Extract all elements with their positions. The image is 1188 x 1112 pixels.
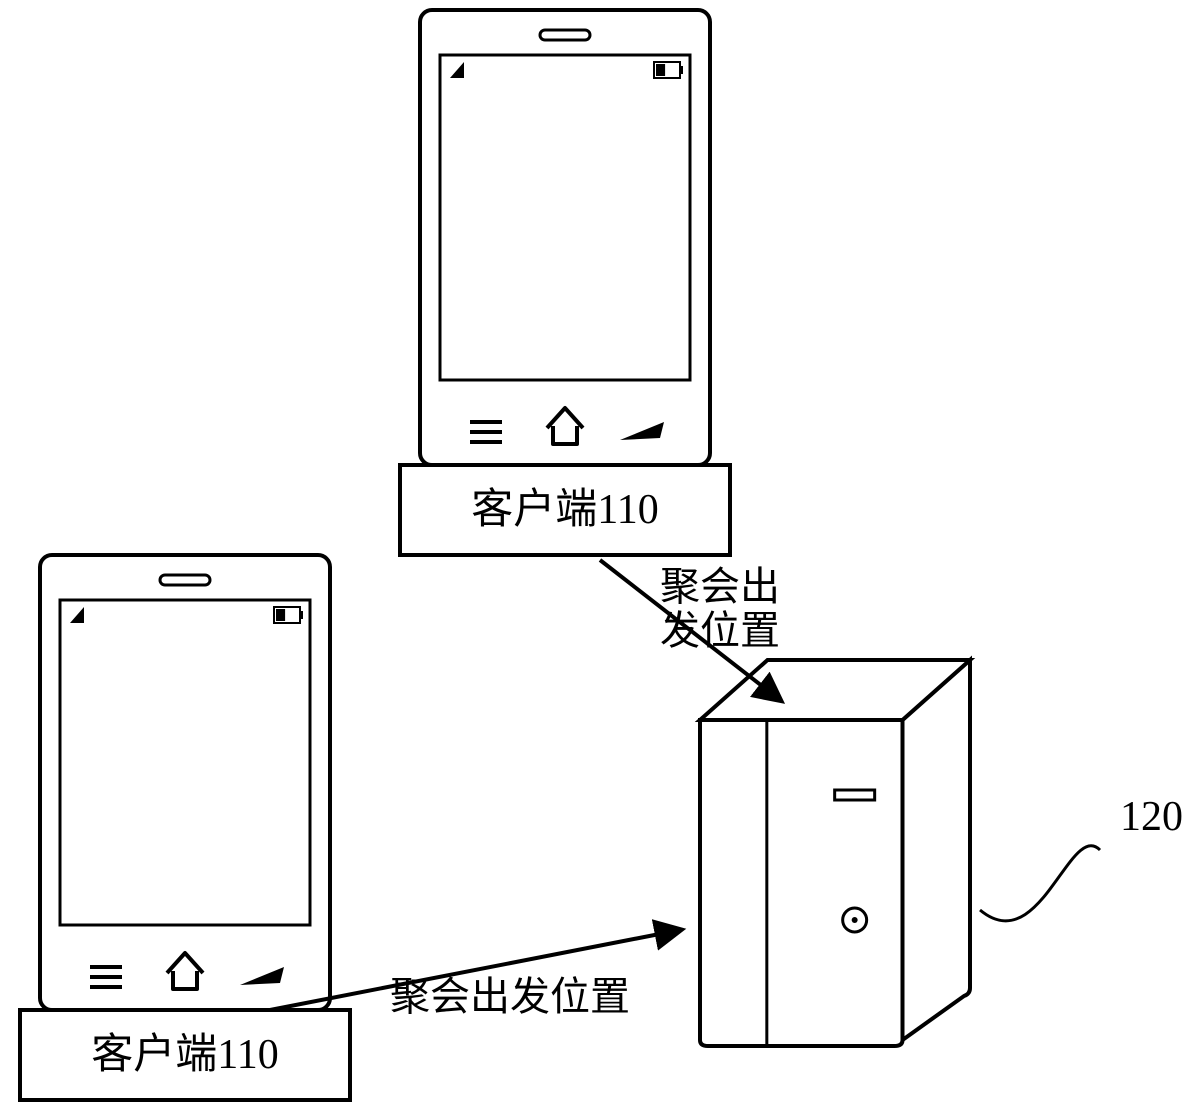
server-front <box>700 720 903 1046</box>
menu-icon <box>470 422 502 442</box>
send-icon <box>620 422 664 440</box>
battery-fill <box>276 609 285 621</box>
client-label: 客户端110 <box>471 486 658 533</box>
power-button-dot <box>852 917 858 923</box>
battery-tip <box>680 66 683 74</box>
battery-tip <box>300 611 303 619</box>
menu-icon <box>90 967 122 987</box>
signal-icon <box>70 607 84 623</box>
speaker-slot <box>160 575 210 585</box>
arrow-top: 聚会出发位置 <box>600 560 780 700</box>
arrow-label: 聚会出发位置 <box>390 974 630 1019</box>
ref-lead-line <box>980 846 1100 921</box>
phone-left <box>40 555 330 1010</box>
battery-fill <box>656 64 665 76</box>
send-icon <box>240 967 284 985</box>
signal-icon <box>450 62 464 78</box>
server-tower: 120 <box>700 660 1183 1046</box>
home-icon <box>167 953 203 989</box>
client-label: 客户端110 <box>91 1031 278 1078</box>
home-icon <box>547 408 583 444</box>
label-top: 客户端110 <box>400 465 730 555</box>
phone-screen <box>440 55 690 380</box>
phone-screen <box>60 600 310 925</box>
server-side <box>903 660 971 1040</box>
speaker-slot <box>540 30 590 40</box>
server-ref-label: 120 <box>1120 794 1183 840</box>
arrow-label: 聚会出发位置 <box>660 564 780 653</box>
phone-top <box>420 10 710 465</box>
label-left: 客户端110 <box>20 1010 350 1100</box>
